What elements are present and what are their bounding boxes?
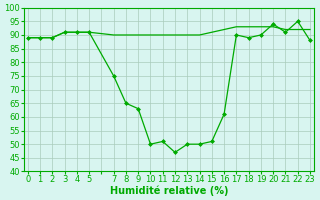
X-axis label: Humidité relative (%): Humidité relative (%)	[110, 185, 228, 196]
